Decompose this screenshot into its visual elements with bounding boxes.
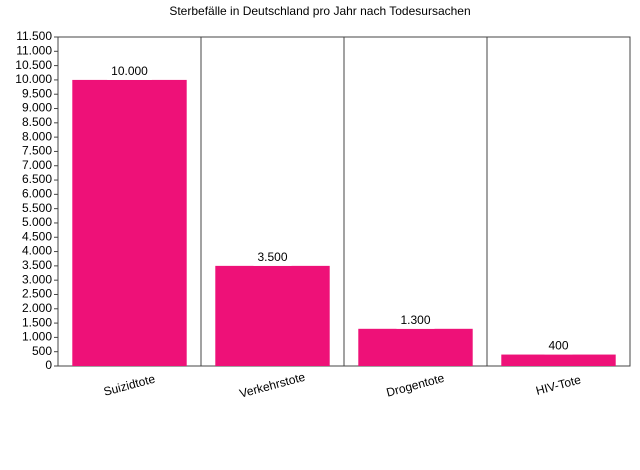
y-tick-label: 1.500: [22, 315, 52, 329]
bar: [72, 79, 187, 367]
y-tick-label: 0: [45, 358, 52, 372]
chart-title: Sterbefälle in Deutschland pro Jahr nach…: [169, 4, 470, 18]
y-tick-label: 7.000: [22, 158, 52, 172]
value-label-box: [396, 312, 435, 329]
value-label: 1.300: [400, 313, 430, 327]
y-tick-label: 6.000: [22, 187, 52, 201]
y-tick-label: 8.500: [22, 115, 52, 129]
bar: [358, 328, 473, 366]
value-label: 3.500: [257, 250, 287, 264]
y-tick-label: 2.000: [22, 301, 52, 315]
y-tick-label: 3.500: [22, 258, 52, 272]
y-tick-label: 5.000: [22, 215, 52, 229]
y-tick-label: 11.000: [16, 43, 52, 57]
x-tick-label: Drogentote: [385, 371, 446, 400]
value-label: 400: [548, 339, 568, 353]
y-tick-label: 8.000: [22, 129, 52, 143]
x-tick-label: HIV-Tote: [534, 372, 582, 398]
y-tick-label: 10.500: [15, 58, 52, 72]
y-tick-label: 4.500: [22, 229, 52, 243]
y-tick-label: 6.500: [22, 172, 52, 186]
bar: [501, 354, 616, 366]
y-tick-label: 10.000: [15, 72, 52, 86]
x-tick-label: Verkehrstote: [238, 370, 307, 401]
y-tick-label: 500: [32, 344, 52, 358]
y-tick-label: 1.000: [22, 330, 52, 344]
value-label-box: [107, 63, 152, 80]
y-tick-label: 4.000: [22, 244, 52, 258]
bar: [215, 265, 330, 366]
y-tick-label: 9.000: [22, 101, 52, 115]
y-tick-label: 7.500: [22, 144, 52, 158]
y-tick-label: 5.500: [22, 201, 52, 215]
value-label-box: [544, 338, 573, 355]
y-tick-label: 2.500: [22, 287, 52, 301]
y-tick-label: 9.500: [22, 86, 52, 100]
value-label: 10.000: [111, 64, 148, 78]
x-tick-label: Suizidtote: [102, 372, 157, 399]
y-tick-label: 3.000: [22, 272, 52, 286]
value-label-box: [253, 249, 292, 266]
y-tick-label: 11.500: [16, 29, 52, 43]
